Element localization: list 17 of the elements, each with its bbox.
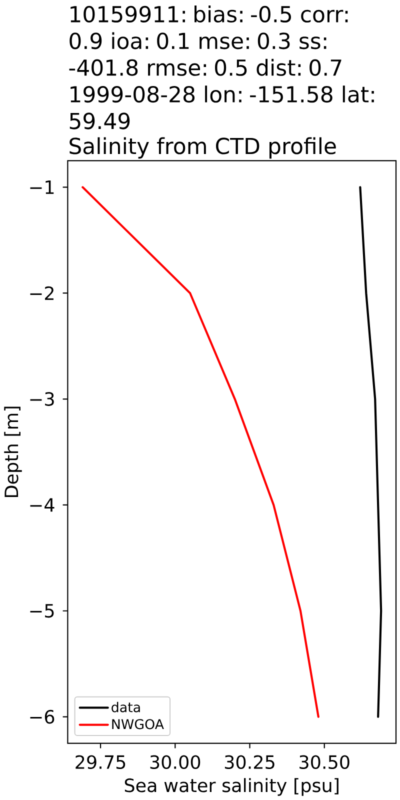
y-tick-label: −3 [30,392,54,406]
y-tick-label: −6 [30,710,54,724]
y-tick-label: −5 [30,604,54,618]
x-tick-label: 30.00 [150,755,200,770]
y-tick-label: −2 [30,286,54,300]
x-tick-label: 29.75 [76,755,126,770]
x-tick-label: 30.25 [224,755,274,770]
y-tick-label: −1 [30,180,54,194]
y-tick-label: −4 [30,498,54,512]
legend-label: data [112,702,140,712]
x-axis-title: Sea water salinity [psu] [124,778,338,796]
chart-title: 10159911: bias: -0.5 corr: 0.9 ioa: 0.1 mse: 0.3 ss: -401.8 rmse: 0.5 dist: 0.7 1999-08-28 lon: -151.58 lat: 59.49 [69,5,374,130]
chart-subtitle: Salinity from CTD profile [70,137,336,159]
x-tick-label: 30.50 [300,755,350,770]
legend-label: NWGOA [112,719,164,730]
line-series [82,186,320,718]
y-axis-title: Depth [m] [4,406,22,498]
